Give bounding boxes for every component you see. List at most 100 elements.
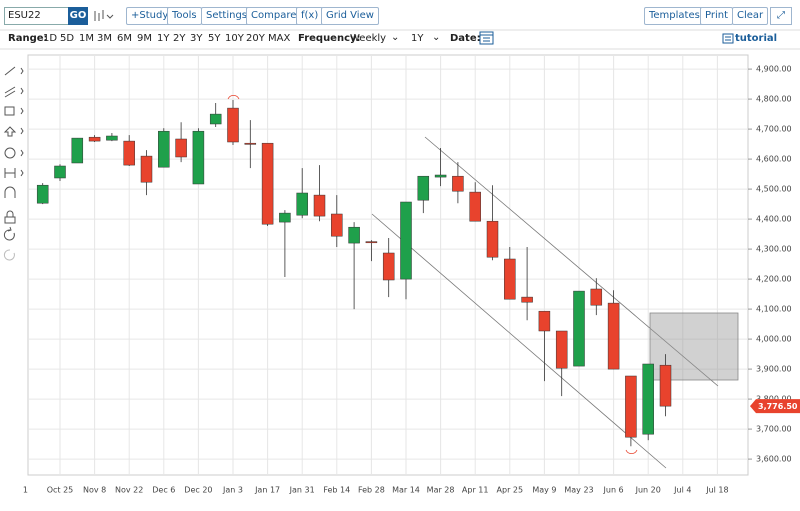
candle-body [625, 375, 637, 438]
fullscreen-button[interactable]: ⤢ [770, 7, 792, 25]
drawings [227, 95, 739, 469]
x-tick-label: Oct 25 [47, 486, 74, 495]
y-tick-label: 4,200.00 [756, 275, 792, 284]
x-tick-label: Jul 18 [705, 486, 728, 495]
candle-body [348, 226, 360, 244]
y-tick-label: 4,500.00 [756, 185, 792, 194]
candle-body [607, 302, 620, 370]
candle-body [209, 113, 222, 125]
candle-body [331, 213, 343, 237]
candle-body [71, 137, 84, 164]
x-tick-label: Jul 4 [673, 486, 691, 495]
range-option[interactable]: 2Y [173, 33, 186, 44]
y-tick-label: 3,700.00 [756, 425, 792, 434]
range-option[interactable]: 3M [97, 33, 112, 44]
x-tick-label: Dec 20 [184, 486, 212, 495]
candle-body [88, 136, 101, 142]
go-button[interactable]: GO [68, 7, 88, 25]
candle-body [504, 258, 516, 300]
range-option[interactable]: 1M [79, 33, 94, 44]
x-tick-label: Jan 3 [222, 486, 243, 495]
candle-body [123, 140, 135, 166]
frequency-label: Frequency: [298, 33, 361, 44]
candle-body [452, 175, 464, 192]
candle-body [244, 142, 257, 145]
candle-body [400, 201, 412, 280]
candle-body [227, 107, 239, 143]
toolbar-button[interactable]: +Study [126, 7, 174, 25]
calendar-icon[interactable] [479, 30, 495, 46]
x-tick-label: Nov 22 [115, 486, 143, 495]
candle-body [158, 130, 170, 168]
last-price-label: 3,776.50 [758, 402, 798, 411]
candle-body [417, 175, 430, 201]
swing-low-marker [625, 449, 638, 454]
x-tick-label: Jan 31 [289, 486, 315, 495]
range-option[interactable]: 5Y [208, 33, 221, 44]
candle-body [573, 290, 585, 367]
last-price-tag [750, 399, 800, 414]
candle-body [469, 191, 481, 222]
dropdown-caret: ⌄ [391, 32, 400, 43]
x-tick-label: Apr 25 [497, 486, 524, 495]
plot-frame [27, 54, 749, 476]
period-select[interactable]: 1Y [411, 33, 424, 44]
frequency-select[interactable]: Weekly [350, 33, 387, 44]
candle-body [590, 288, 603, 306]
range-option[interactable]: 6M [117, 33, 132, 44]
candle-body [538, 310, 551, 332]
y-tick-label: 4,300.00 [756, 245, 792, 254]
range-option[interactable]: 9M [137, 33, 152, 44]
candle-body [296, 192, 308, 216]
candle-body [106, 135, 118, 141]
tutorial-link[interactable]: tutorial [735, 33, 778, 44]
candle-body [140, 155, 153, 183]
candle-body [365, 241, 378, 244]
y-tick-label: 4,800.00 [756, 95, 792, 104]
range-option[interactable]: MAX [268, 33, 291, 44]
x-tick-label: May 23 [564, 486, 593, 495]
toolbar-button[interactable]: Clear [732, 7, 769, 25]
drawing-tools[interactable] [0, 55, 28, 265]
candle-body [659, 364, 672, 407]
candle-body [279, 212, 291, 223]
range-option[interactable]: 1D [43, 33, 58, 44]
y-tick-label: 4,600.00 [756, 155, 792, 164]
range-option[interactable]: 3Y [190, 33, 203, 44]
candle-body [175, 138, 187, 158]
x-tick-label: Apr 11 [462, 486, 489, 495]
candle-body [261, 142, 274, 225]
toolbar-button[interactable]: Grid View [321, 7, 379, 25]
range-option[interactable]: 5D [60, 33, 75, 44]
x-tick-label: Feb 14 [323, 486, 350, 495]
candle-body [313, 194, 326, 217]
x-tick-label: Dec 6 [152, 486, 175, 495]
candle-body [36, 184, 49, 204]
date-label: Date: [450, 33, 481, 44]
x-tick-label: Feb 28 [358, 486, 385, 495]
candle-body [486, 220, 499, 258]
y-tick-label: 4,700.00 [756, 125, 792, 134]
x-tick-label: Jun 6 [603, 486, 624, 495]
x-tick-label: Jan 17 [254, 486, 280, 495]
candle-body [54, 165, 66, 179]
candle-body [434, 174, 447, 178]
tutorial-icon [722, 33, 734, 44]
x-tick-label: Jun 20 [635, 486, 661, 495]
x-tick-label: 1 [23, 486, 28, 495]
range-option[interactable]: 20Y [246, 33, 265, 44]
x-tick-label: May 9 [532, 486, 556, 495]
trend-line [424, 136, 719, 387]
x-tick-label: Mar 28 [427, 486, 455, 495]
candle-body [192, 130, 205, 185]
range-label: Range: [8, 33, 48, 44]
range-option[interactable]: 10Y [225, 33, 244, 44]
y-tick-label: 4,400.00 [756, 215, 792, 224]
chart-type-icon[interactable] [92, 8, 114, 24]
y-tick-label: 3,900.00 [756, 365, 792, 374]
range-option[interactable]: 1Y [157, 33, 170, 44]
y-tick-label: 3,800.00 [756, 395, 792, 404]
y-tick-label: 3,600.00 [756, 455, 792, 464]
